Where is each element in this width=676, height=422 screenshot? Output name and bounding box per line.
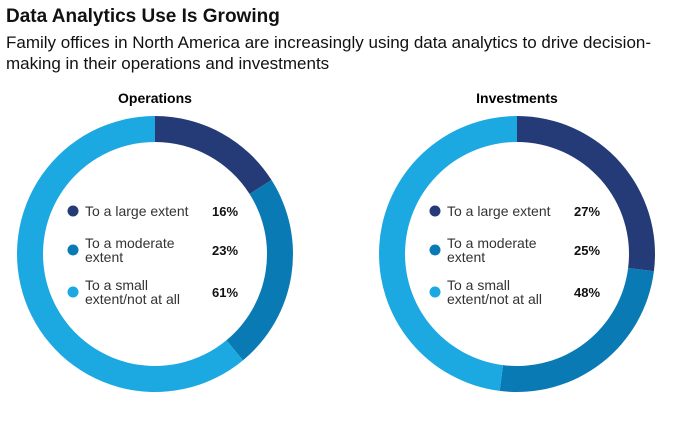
donut-segment (499, 268, 654, 392)
value-label: 16% (212, 204, 239, 219)
chart-title: Operations (118, 90, 192, 106)
donut-segment (378, 116, 517, 391)
legend-marker (429, 286, 441, 298)
value-label: 48% (574, 285, 601, 300)
legend-label: To a small extent/not at all (447, 277, 542, 307)
legend-marker (429, 244, 441, 256)
legend-label: To a large extent (447, 203, 551, 219)
legend-label: To a small extent/not at all (85, 277, 180, 307)
chart-title: Investments (476, 90, 558, 106)
value-label: 25% (574, 243, 601, 258)
page-subtitle: Family offices in North America are incr… (6, 33, 652, 73)
legend-marker (67, 205, 79, 217)
donut-segment (16, 116, 243, 392)
donut-segment (517, 116, 655, 272)
legend-label: To a moderate extent (447, 235, 537, 265)
donut-segment (226, 180, 293, 361)
value-label: 61% (212, 285, 239, 300)
legend-marker (67, 286, 79, 298)
value-label: 23% (212, 243, 239, 258)
legend-marker (429, 205, 441, 217)
legend-label: To a moderate extent (85, 235, 175, 265)
value-label: 27% (574, 204, 601, 219)
page-title: Data Analytics Use Is Growing (6, 6, 280, 27)
legend-marker (67, 244, 79, 256)
donut-segment (155, 116, 272, 194)
legend-label: To a large extent (85, 203, 189, 219)
